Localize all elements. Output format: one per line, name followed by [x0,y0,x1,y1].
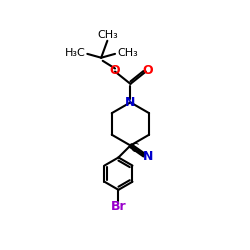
Text: Br: Br [111,200,126,213]
Text: H₃C: H₃C [64,48,85,58]
Text: CH₃: CH₃ [117,48,138,58]
Text: O: O [142,64,153,76]
Text: CH₃: CH₃ [97,30,118,40]
Text: O: O [110,64,120,77]
Text: C: C [130,142,139,156]
Text: N: N [125,96,136,109]
Text: N: N [143,150,153,163]
